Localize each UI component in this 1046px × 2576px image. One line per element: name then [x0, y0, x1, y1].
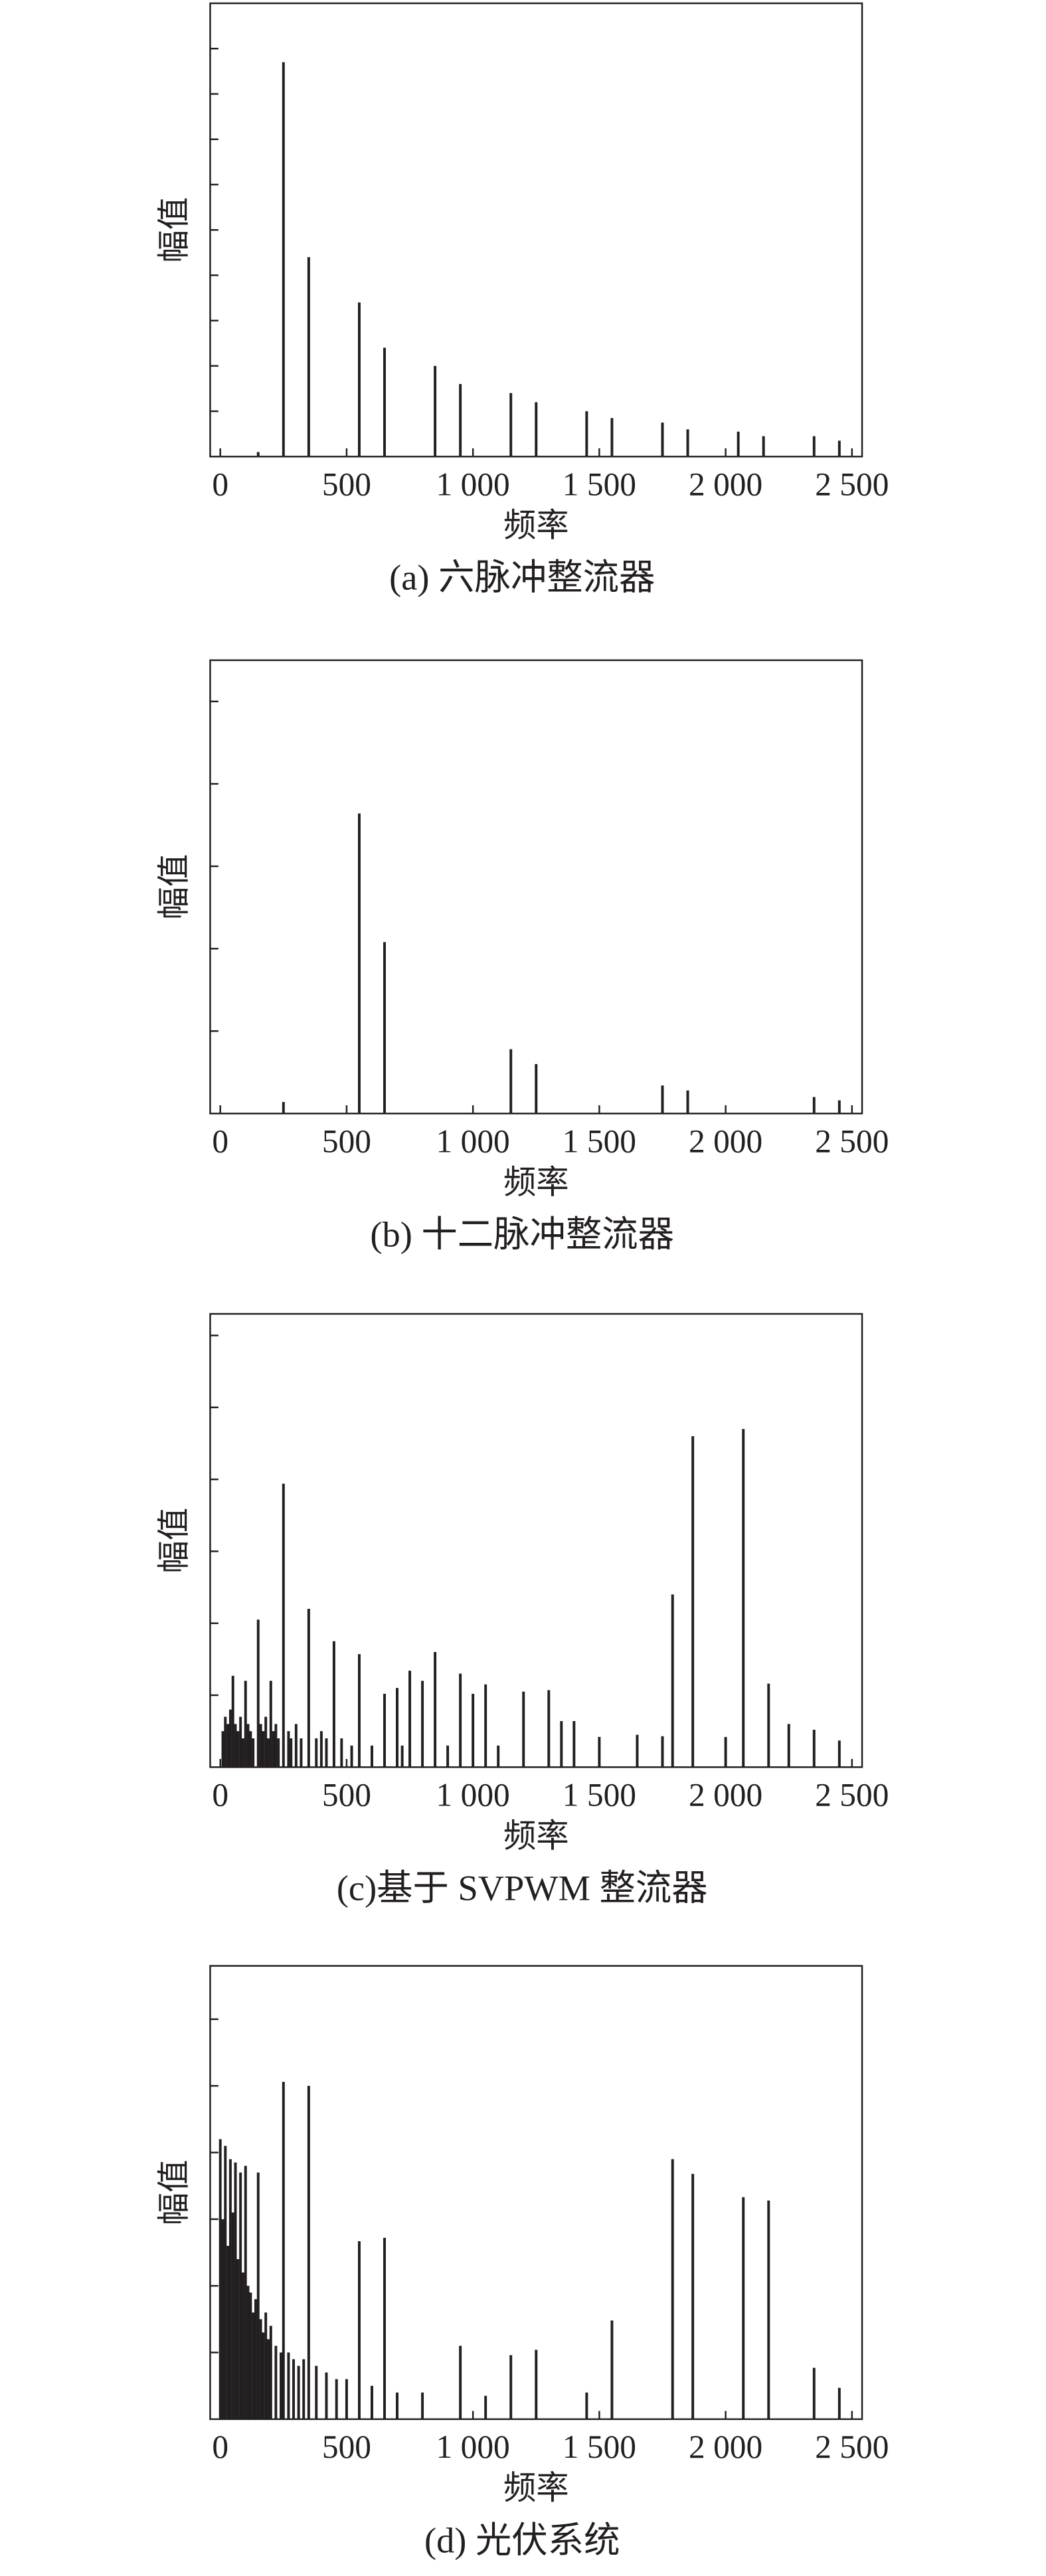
plot-frame [209, 659, 863, 1115]
x-tick-label: 0 [212, 466, 228, 503]
x-tick-label: 1 500 [563, 1777, 636, 1813]
y-axis-label: 幅值 [155, 197, 192, 263]
caption: (b) 十二脉冲整流器 [370, 1215, 674, 1255]
x-axis-label: 频率 [503, 1164, 569, 1200]
x-axis-label: 频率 [503, 2470, 569, 2506]
x-tick-label: 2 000 [689, 466, 762, 503]
x-tick-label: 1 500 [563, 1123, 636, 1160]
caption: (d) 光伏系统 [424, 2520, 620, 2560]
x-tick-label: 1 000 [436, 1777, 510, 1813]
x-tick-label: 500 [322, 1777, 371, 1813]
x-tick-label: 500 [322, 466, 371, 503]
x-tick-label: 0 [212, 2429, 228, 2465]
x-tick-label: 0 [212, 1123, 228, 1160]
x-tick-label: 0 [212, 1777, 228, 1813]
x-tick-label: 2 500 [815, 1777, 889, 1813]
plot-frame [209, 1313, 863, 1768]
x-tick-label: 500 [322, 1123, 371, 1160]
y-axis-label: 幅值 [155, 2160, 192, 2225]
x-tick-label: 500 [322, 2429, 371, 2465]
x-tick-label: 1 000 [436, 2429, 510, 2465]
x-tick-label: 2 500 [815, 1123, 889, 1160]
y-axis-label: 幅值 [155, 1508, 192, 1574]
x-tick-label: 2 000 [689, 1123, 762, 1160]
x-axis-label: 频率 [503, 507, 569, 543]
x-tick-label: 1 000 [436, 466, 510, 503]
x-tick-label: 2 000 [689, 1777, 762, 1813]
x-tick-label: 1 500 [563, 466, 636, 503]
caption: (a) 六脉冲整流器 [389, 558, 655, 598]
caption: (c)基于 SVPWM 整流器 [337, 1869, 708, 1908]
x-tick-label: 2 500 [815, 2429, 889, 2465]
x-tick-label: 1 500 [563, 2429, 636, 2465]
y-axis-label: 幅值 [155, 854, 192, 920]
x-tick-label: 2 000 [689, 2429, 762, 2465]
x-tick-label: 2 500 [815, 466, 889, 503]
x-axis-label: 频率 [503, 1817, 569, 1854]
x-tick-label: 1 000 [436, 1123, 510, 1160]
